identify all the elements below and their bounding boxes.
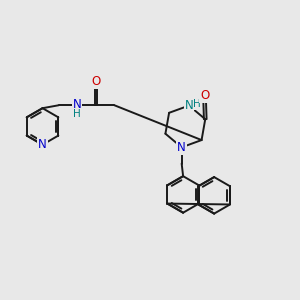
Text: O: O [200,89,209,102]
Text: O: O [92,75,101,88]
Text: N: N [73,98,81,111]
Text: H: H [194,99,201,109]
Text: N: N [177,141,186,154]
Text: N: N [38,138,47,151]
Text: H: H [73,109,81,119]
Text: N: N [184,99,194,112]
